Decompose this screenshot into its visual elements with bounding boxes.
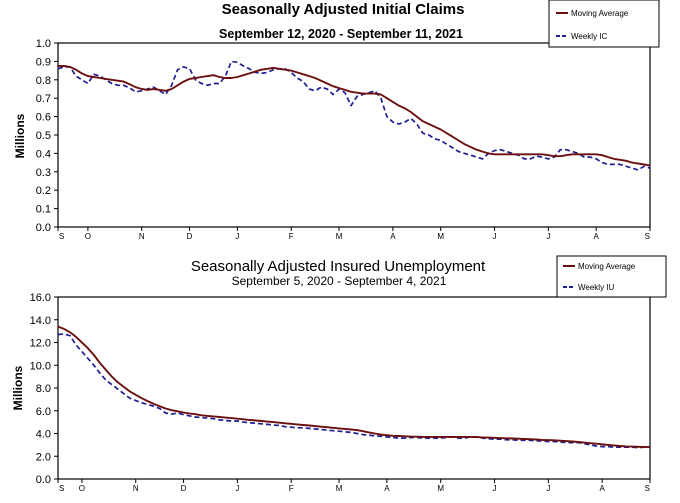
chart2-legend: Moving Average Weekly IU xyxy=(556,255,667,298)
chart2-y-tick-label: 10.0 xyxy=(30,360,51,372)
chart1-y-tick-label: 0.5 xyxy=(36,130,51,142)
chart2-y-tick-label: 4.0 xyxy=(36,429,51,441)
chart2-y-tick-label: 0.0 xyxy=(36,474,51,486)
chart2-series-moving-average xyxy=(57,325,651,449)
chart2-x-tick-label: S xyxy=(59,484,64,493)
chart1-y-tick-label: 0.8 xyxy=(36,75,51,87)
chart1-y-tick-label: 0.2 xyxy=(36,185,51,197)
chart1-x-tick-label: N xyxy=(139,232,145,241)
chart2-x-tick-label: J xyxy=(493,484,497,493)
chart1-x-tick-label: M xyxy=(437,232,444,241)
chart2-legend-label-moving-average: Moving Average xyxy=(578,262,636,271)
chart1-series-lines xyxy=(57,60,651,171)
chart2-x-tick-label: J xyxy=(546,484,550,493)
chart2-series-weekly xyxy=(57,333,650,449)
chart2-x-tick-label: S xyxy=(645,484,650,493)
chart1-x-tick-label: M xyxy=(336,232,343,241)
chart1-x-tick-label: J xyxy=(493,232,497,241)
chart1-series-weekly xyxy=(57,60,651,171)
chart1-y-tick-label: 0.3 xyxy=(36,167,51,179)
chart2-x-tick-label: N xyxy=(133,484,139,493)
chart2-x-tick-label: A xyxy=(599,484,605,493)
chart1-x-tick-label: A xyxy=(390,232,396,241)
chart2-y-tick-label: 2.0 xyxy=(36,451,51,463)
chart1-x-tick-label: A xyxy=(594,232,600,241)
chart1-y-axis-label: Millions xyxy=(13,113,27,158)
chart1-x-tick-label: F xyxy=(289,232,294,241)
chart1-title: Seasonally Adjusted Initial Claims xyxy=(222,1,465,18)
chart1-series-moving-average xyxy=(58,65,651,167)
insured-unemployment-chart: Seasonally Adjusted Insured Unemployment… xyxy=(11,255,667,493)
chart1-x-tick-label: J xyxy=(546,232,550,241)
chart2-y-tick-label: 8.0 xyxy=(36,383,51,395)
chart2-series-lines xyxy=(57,325,651,449)
chart1-y-tick-label: 0.6 xyxy=(36,112,51,124)
chart2-x-tick-label: M xyxy=(336,484,343,493)
chart1-legend-label-moving-average: Moving Average xyxy=(571,9,629,18)
chart2-x-tick-label: F xyxy=(289,484,294,493)
chart2-plot-area xyxy=(57,296,651,480)
chart2-legend-box xyxy=(556,255,667,298)
chart1-y-tick-label: 0.4 xyxy=(36,148,51,160)
chart1-x-tick-label: J xyxy=(235,232,239,241)
chart2-y-ticks: 0.0 2.0 4.0 6.0 8.0 10.0 12.0 14.0 16.0 xyxy=(30,292,58,486)
chart1-x-tick-label: S xyxy=(645,232,650,241)
chart2-y-axis-label: Millions xyxy=(11,365,25,410)
chart1-y-tick-label: 0.1 xyxy=(36,204,51,216)
chart2-subtitle: September 5, 2020 - September 4, 2021 xyxy=(232,274,447,288)
chart2-y-tick-label: 16.0 xyxy=(30,292,51,304)
chart1-y-tick-label: 0.7 xyxy=(36,93,51,105)
chart1-y-ticks: 0.0 0.1 0.2 0.3 0.4 0.5 0.6 0.7 0.8 0.9 1.0 xyxy=(36,38,58,234)
chart2-x-tick-label: A xyxy=(384,484,390,493)
chart1-x-tick-label: O xyxy=(85,232,91,241)
chart2-x-tick-label: O xyxy=(79,484,85,493)
chart1-legend: Moving Average Weekly IC xyxy=(548,0,660,48)
chart2-y-tick-label: 14.0 xyxy=(30,315,51,327)
chart2-x-tick-label: D xyxy=(181,484,187,493)
chart1-legend-label-weekly: Weekly IC xyxy=(571,32,608,41)
chart2-title: Seasonally Adjusted Insured Unemployment xyxy=(191,258,486,275)
chart2-y-tick-label: 12.0 xyxy=(30,338,51,350)
chart1-subtitle: September 12, 2020 - September 11, 2021 xyxy=(219,27,463,41)
chart2-x-tick-label: J xyxy=(235,484,239,493)
chart1-y-tick-label: 0.0 xyxy=(36,222,51,234)
chart2-legend-label-weekly: Weekly IU xyxy=(578,283,615,292)
initial-claims-chart: Seasonally Adjusted Initial Claims Septe… xyxy=(13,0,660,241)
chart2-y-tick-label: 6.0 xyxy=(36,406,51,418)
chart1-plot-area xyxy=(57,42,651,228)
chart1-y-tick-label: 1.0 xyxy=(36,38,51,50)
chart1-y-tick-label: 0.9 xyxy=(36,56,51,68)
chart1-x-tick-label: S xyxy=(59,232,64,241)
chart1-x-tick-label: D xyxy=(187,232,193,241)
chart1-legend-box xyxy=(548,0,660,48)
chart2-x-tick-label: M xyxy=(437,484,444,493)
